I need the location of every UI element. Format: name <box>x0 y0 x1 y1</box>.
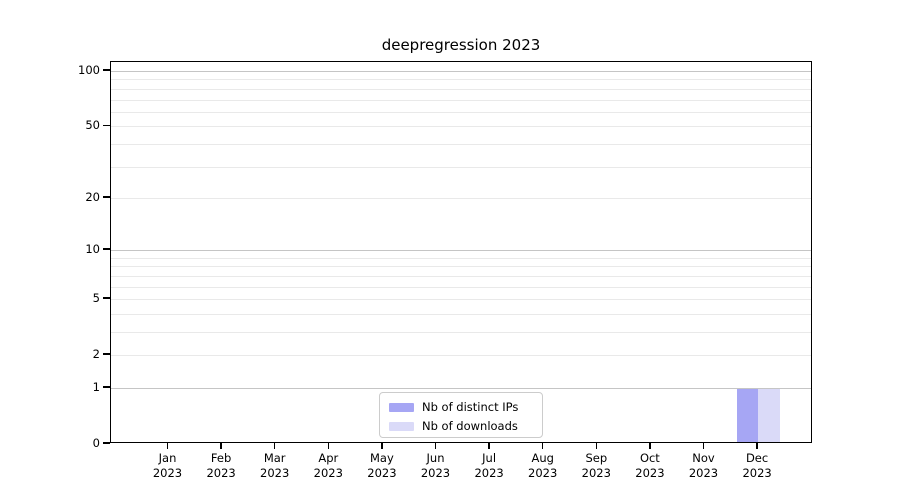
minor-gridline <box>111 111 811 113</box>
minor-gridline <box>111 197 811 199</box>
grid-layer <box>111 62 811 442</box>
minor-gridline <box>111 143 811 145</box>
x-tick-label: Nov 2023 <box>688 451 719 480</box>
legend-swatch <box>389 403 414 412</box>
y-tick-label: 50 <box>85 118 100 133</box>
x-tick <box>220 443 222 449</box>
minor-gridline <box>111 99 811 101</box>
x-tick-label: Dec 2023 <box>742 451 772 480</box>
x-tick-label: Jun 2023 <box>420 451 451 480</box>
y-tick-label: 20 <box>85 189 100 204</box>
x-tick-label: Feb 2023 <box>206 451 236 480</box>
x-tick <box>273 443 276 449</box>
y-tick <box>102 248 110 250</box>
y-tick <box>102 297 110 299</box>
x-tick <box>756 443 758 449</box>
y-tick-label: 5 <box>92 291 100 306</box>
legend-item: Nb of distinct IPs <box>389 399 542 416</box>
major-gridline <box>111 387 811 389</box>
y-tick <box>102 196 110 198</box>
minor-gridline <box>111 88 811 90</box>
y-tick <box>102 69 110 71</box>
y-tick <box>102 386 110 388</box>
x-tick <box>541 443 544 449</box>
legend-label: Nb of downloads <box>422 419 518 433</box>
plot-area: Nb of distinct IPs Nb of downloads <box>110 61 812 443</box>
minor-gridline <box>111 299 811 301</box>
x-tick-label: Sep 2023 <box>581 451 611 480</box>
x-tick <box>488 443 490 449</box>
x-tick <box>702 443 705 449</box>
major-gridline <box>111 71 811 73</box>
y-tick-label: 2 <box>92 347 100 362</box>
y-tick-label: 100 <box>78 63 100 78</box>
minor-gridline <box>111 331 811 333</box>
x-tick-label: Apr 2023 <box>313 451 343 480</box>
x-tick-label: Jul 2023 <box>474 451 504 480</box>
y-tick <box>102 442 110 444</box>
x-tick-label: Aug 2023 <box>528 451 558 480</box>
minor-gridline <box>111 79 811 81</box>
y-tick-label: 1 <box>92 379 100 394</box>
y-tick <box>102 124 110 127</box>
minor-gridline <box>111 257 811 259</box>
x-tick-label: Mar 2023 <box>260 451 290 480</box>
minor-gridline <box>111 266 811 268</box>
major-gridline <box>111 250 811 252</box>
x-tick <box>166 443 169 449</box>
minor-gridline <box>111 313 811 315</box>
minor-gridline <box>111 355 811 357</box>
y-tick-label: 0 <box>92 436 100 450</box>
x-tick <box>649 443 651 449</box>
legend-swatch <box>389 422 414 431</box>
x-tick <box>595 443 598 449</box>
x-tick-label: Oct 2023 <box>635 451 665 480</box>
x-tick <box>381 443 383 449</box>
x-tick <box>434 443 437 449</box>
y-tick <box>102 353 110 355</box>
legend: Nb of distinct IPs Nb of downloads <box>379 392 543 438</box>
bar-distinct-ips <box>736 387 759 442</box>
x-tick-label: Jan 2023 <box>152 451 183 480</box>
x-tick-label: May 2023 <box>367 451 397 480</box>
legend-label: Nb of distinct IPs <box>422 400 519 414</box>
minor-gridline <box>111 286 811 288</box>
bars-layer <box>111 62 811 442</box>
x-tick <box>327 443 330 449</box>
minor-gridline <box>111 166 811 168</box>
chart-title: deepregression 2023 <box>381 36 541 54</box>
bar-downloads <box>758 387 780 442</box>
y-tick-label: 10 <box>85 242 100 257</box>
legend-item: Nb of downloads <box>389 418 542 435</box>
minor-gridline <box>111 275 811 277</box>
minor-gridline <box>111 126 811 128</box>
